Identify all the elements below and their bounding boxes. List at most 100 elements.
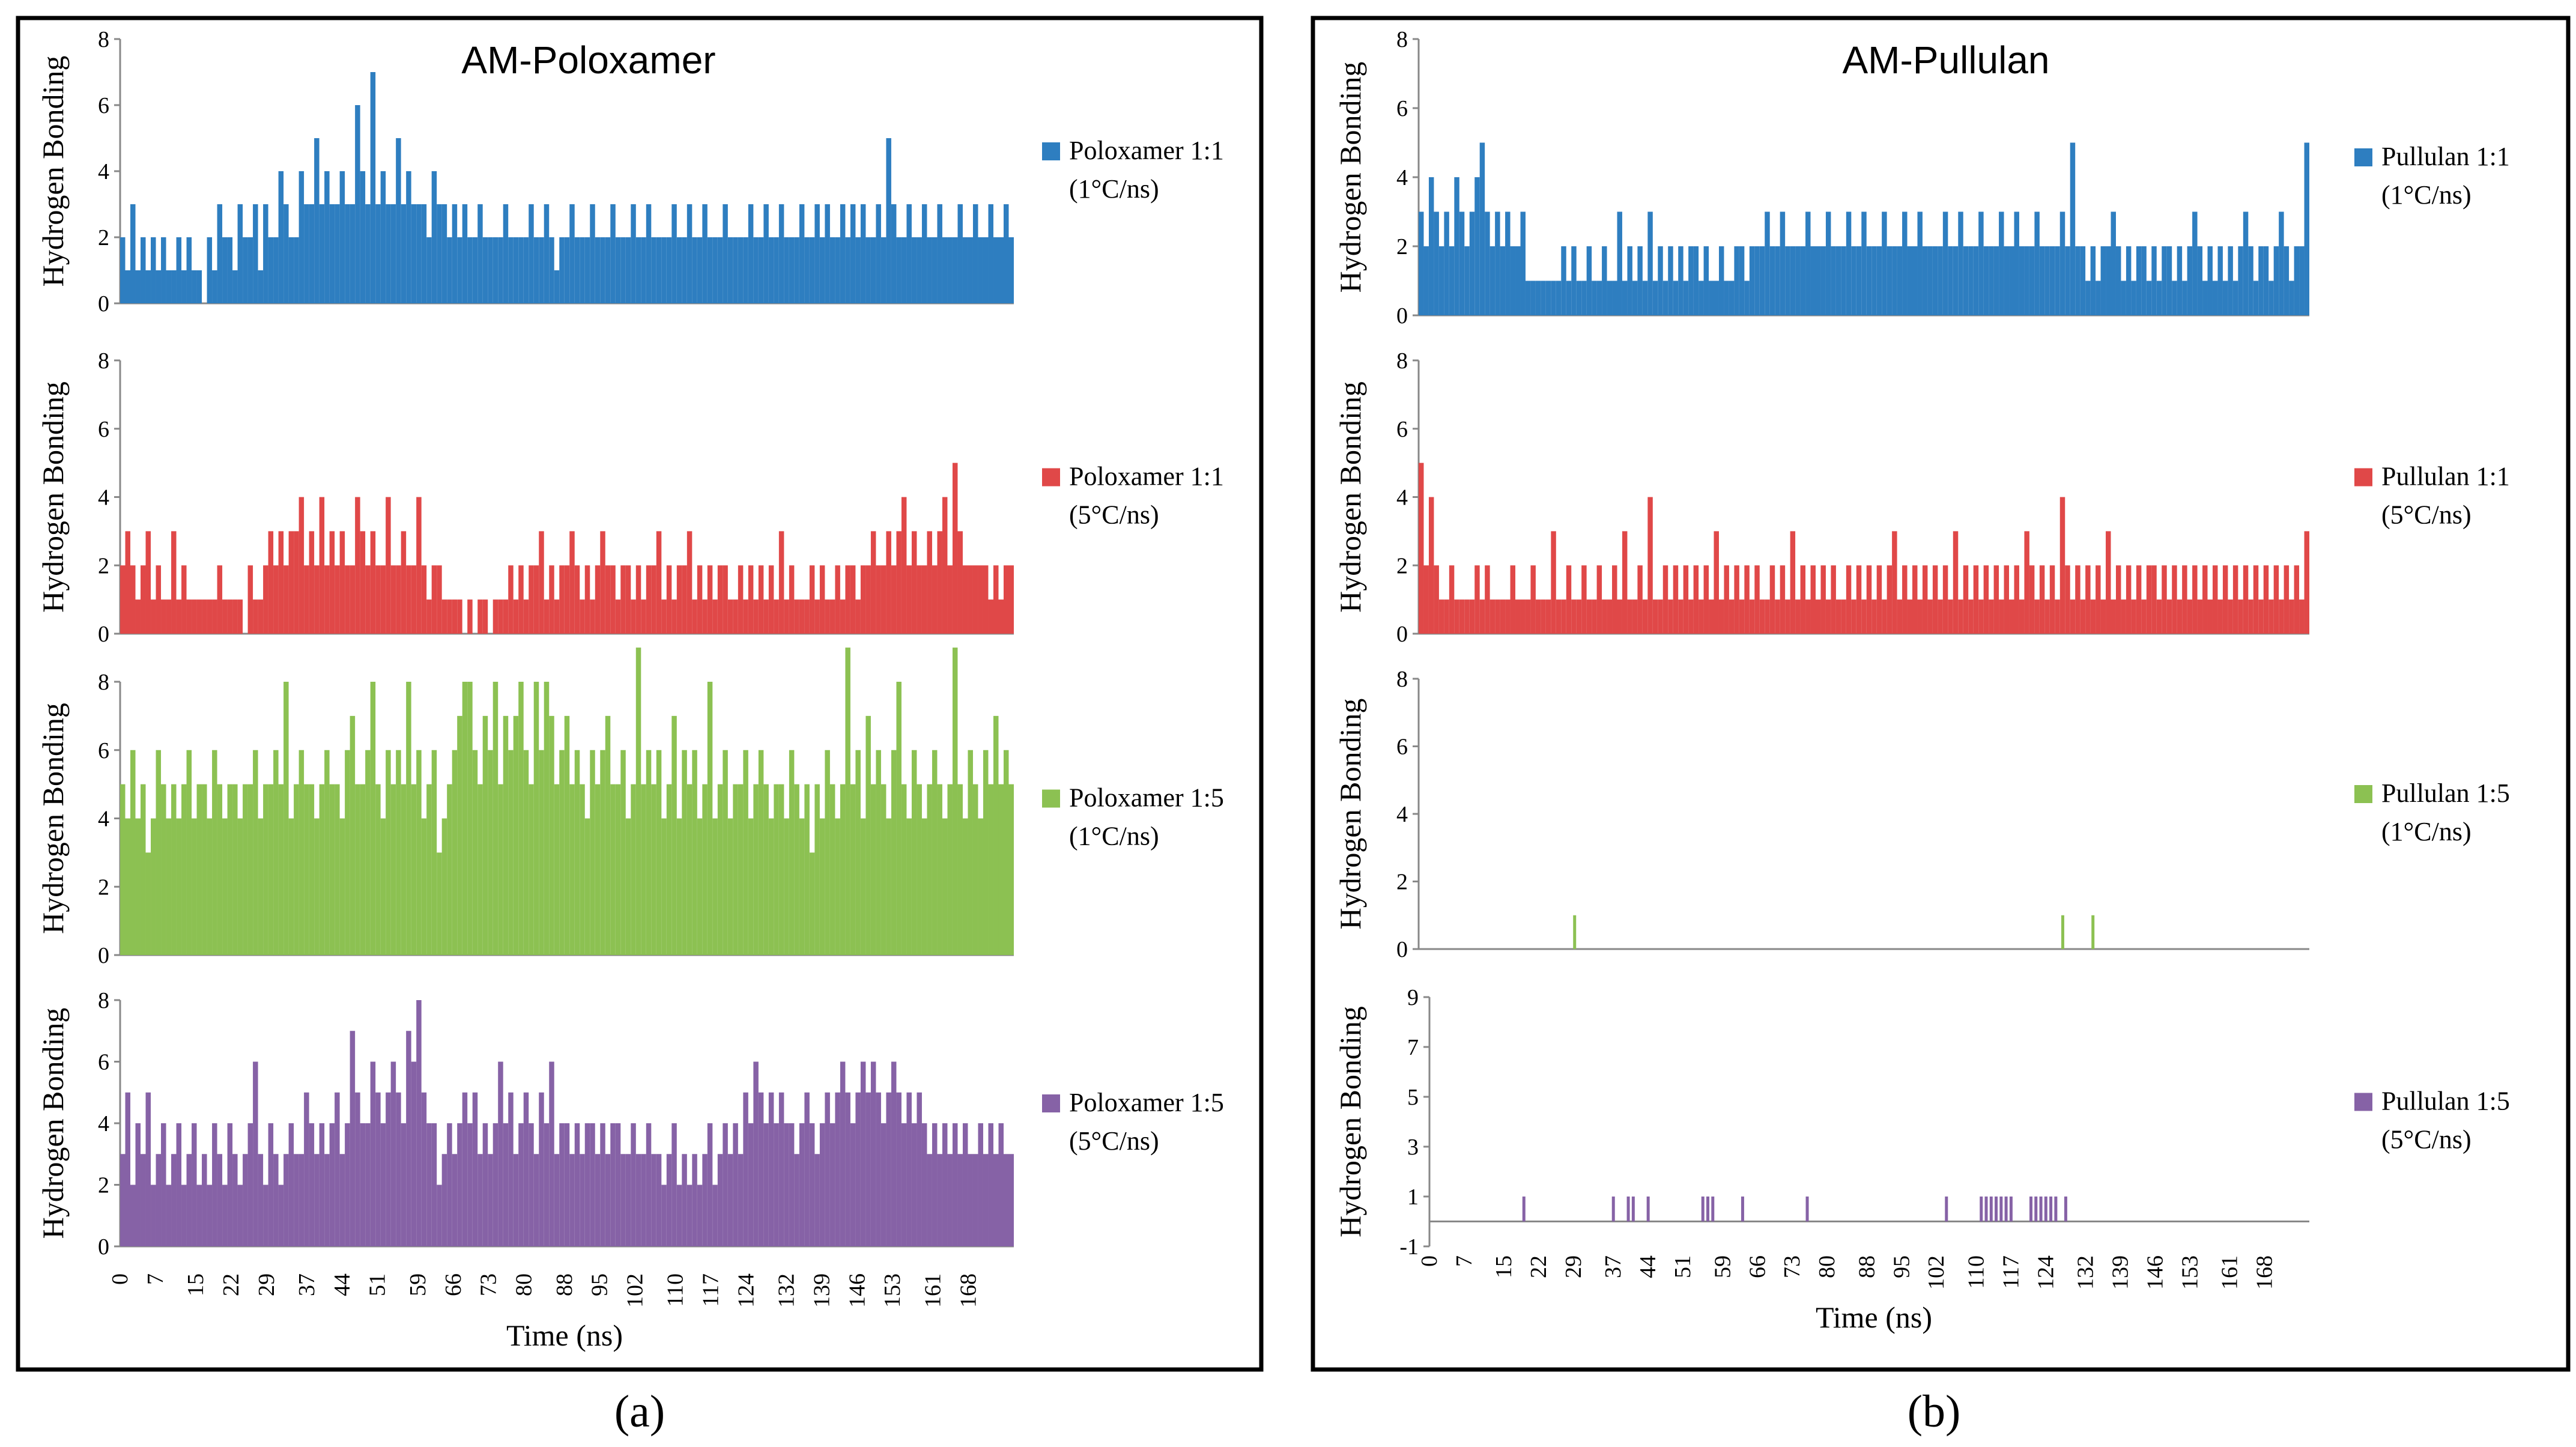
panel-a-series-2-bar [549,565,554,634]
panel-a-series-1-bar [339,171,345,303]
panel-a-series-3-bar [758,750,764,955]
panel-a-series-3-bar [932,750,938,955]
panel-b-series-2-bar [1749,599,1755,634]
panel-a-series-4-bar [477,1154,483,1246]
panel-a-series-1-bar [697,237,703,303]
panel-a-series-1-bar [804,237,810,303]
panel-b-series-1-bar [1658,246,1663,315]
panel-a-series-3-bar [896,682,902,955]
panel-a-series-4-bar [186,1154,192,1246]
panel-a-series-4-bar [386,1092,391,1246]
panel-b-series-1-bar [2014,211,2019,315]
panel-a-series-3-bar [156,750,162,955]
panel-a-series-3-bar [819,818,825,955]
panel-a-series-4-y-tick-label: 2 [98,1173,109,1198]
panel-a-series-1-bar [549,237,554,303]
panel-a-series-3-bar [513,715,519,955]
panel-a-series-4-bar [503,1123,509,1246]
panel-a-series-2-bar [498,599,503,634]
panel-a-series-1-bar [523,237,529,303]
panel-a-series-1-bar [268,237,274,303]
panel-a-series-1-bar [825,204,830,303]
panel-b-series-1-bar [2141,246,2147,315]
panel-b-series-4-bar [1984,1197,1988,1222]
panel-a-series-4-bar [457,1123,462,1246]
panel-b-series-2-bar [1703,565,1709,634]
panel-a-series-2-legend-name: Poloxamer 1:1 [1069,462,1224,491]
panel-a-x-tick-label: 132 [774,1273,799,1308]
panel-a-series-3-bar [850,784,856,955]
panel-b-series-1-bar [1922,246,1928,315]
panel-a-series-4-bar [401,1123,407,1246]
panel-a-series-4-bar [268,1123,274,1246]
panel-a-series-3-bar [492,682,499,955]
panel-b-series-2-y-tick-label: 8 [1396,348,1408,374]
panel-b-series-2-bar [1820,565,1826,634]
panel-a-series-1-bar [283,204,289,303]
panel-b-series-1-bar [2273,246,2279,315]
panel-b-series-1-bar [1525,281,1531,315]
panel-a-series-1-bar [390,204,396,303]
panel-b-series-2-bar [2253,565,2259,634]
panel-a-series-3-bar [324,750,330,955]
panel-a-series-1-bar [778,204,784,303]
panel-a-series-3-bar [615,784,621,955]
panel-a-series-1-bar [998,237,1004,303]
panel-a-series-4-bar [778,1092,784,1246]
panel-a-series-1-bar [937,204,942,303]
panel-b-series-2-bar [1769,565,1775,634]
panel-a-series-2-bar [697,565,703,634]
panel-b-series-3-bar [2091,915,2095,949]
panel-b-series-2-bar [1968,599,1974,634]
panel-a-series-3-bar [549,715,554,955]
panel-b-series-2-bar [2228,599,2233,634]
panel-b-series-2-bar [1714,531,1719,634]
panel-a-series-2-bar [911,531,917,634]
panel-b-series-2-bar [1530,565,1536,634]
panel-a-series-1-bar [503,204,509,303]
panel-b-series-2-bar [2075,565,2080,634]
panel-b-series-2-bar [1464,599,1470,634]
panel-a-series-3-bar [268,784,274,955]
panel-a-series-2-bar [345,565,350,634]
panel-a-series-2-bar [145,531,151,634]
panel-a-series-3-bar [309,784,315,955]
panel-a-series-1-bar [227,237,233,303]
panel-a-series-4-bar [998,1123,1004,1246]
panel-b-series-2-bar [1617,599,1622,634]
panel-a-series-2-bar [676,565,682,634]
panel-a-series-2-bar [829,599,835,634]
panel-b-series-2-bar [1897,599,1903,634]
panel-a-series-1-bar [314,138,320,303]
panel-a-series-2-bar [686,531,692,634]
panel-b-series-1-bar [1652,281,1658,315]
panel-a-series-1-bar [253,204,258,303]
panel-b-series-2-bar [1652,599,1658,634]
panel-b-series-3-legend-swatch [2354,785,2372,803]
panel-b-series-4-bar [1989,1197,1993,1222]
panel-a-series-4-bar [447,1123,452,1246]
panel-a-series-2-bar [942,497,948,634]
panel-a-series-3-bar [661,818,667,955]
panel-a-series-3-bar [120,784,126,955]
panel-a-series-1-bar [978,237,983,303]
panel-b-series-1-bar [1602,246,1607,315]
panel-a-series-1-bar [921,204,927,303]
panel-b-series-1-bar [1851,246,1856,315]
panel-a-series-2-y-tick-label: 4 [98,485,109,511]
panel-a-series-3-bar [447,784,452,955]
panel-a-series-3-bar [610,784,616,955]
panel-a-series-1-bar [896,237,902,303]
panel-a-series-3-bar [544,682,550,955]
panel-a-series-4-bar [263,1185,268,1246]
panel-a-x-tick-label: 168 [956,1273,981,1308]
panel-b-series-1-bar [2131,281,2136,315]
panel-b-series-2-bar [2166,599,2172,634]
panel-b-series-4-bar [2029,1197,2032,1222]
panel-a-series-4-bar [416,1000,422,1246]
panel-b-series-1-bar [1759,246,1765,315]
panel-a-series-4-bar [870,1061,876,1246]
panel-b-series-1-legend-swatch [2354,148,2372,166]
panel-a-series-1-bar [258,270,264,303]
panel-a-series-4-bar [431,1123,437,1246]
